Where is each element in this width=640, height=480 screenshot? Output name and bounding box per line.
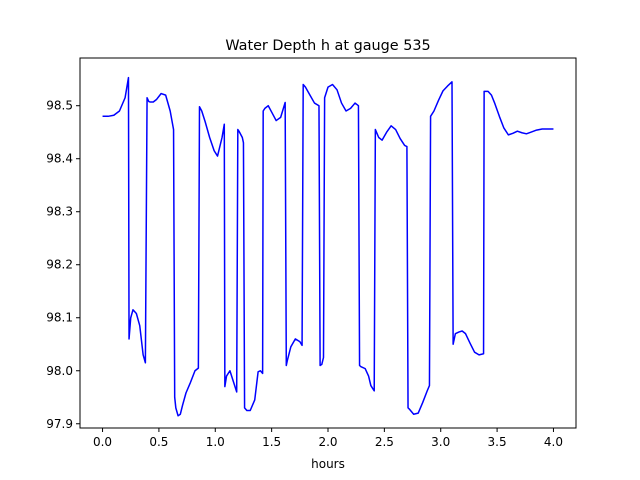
x-tick-label: 3.0 bbox=[431, 435, 450, 449]
x-tick-label: 0.5 bbox=[149, 435, 168, 449]
x-axis-label: hours bbox=[311, 457, 345, 471]
y-tick-label: 97.9 bbox=[46, 417, 73, 431]
y-tick-label: 98.4 bbox=[46, 152, 73, 166]
x-tick-label: 2.5 bbox=[375, 435, 394, 449]
series-layer bbox=[102, 76, 554, 417]
plot-frame bbox=[79, 57, 577, 429]
plot-area bbox=[79, 57, 577, 429]
x-tick-label: 1.0 bbox=[206, 435, 225, 449]
x-tick-label: 0.0 bbox=[93, 435, 112, 449]
y-tick-label: 98.0 bbox=[46, 364, 73, 378]
y-tick-label: 98.2 bbox=[46, 258, 73, 272]
y-tick-label: 98.1 bbox=[46, 311, 73, 325]
x-tick-label: 1.5 bbox=[262, 435, 281, 449]
x-tick-label: 3.5 bbox=[488, 435, 507, 449]
y-tick-label: 98.3 bbox=[46, 205, 73, 219]
chart-title: Water Depth h at gauge 535 bbox=[225, 38, 430, 54]
y-tick-label: 98.5 bbox=[46, 99, 73, 113]
x-tick-label: 4.0 bbox=[544, 435, 563, 449]
series-line bbox=[102, 76, 554, 417]
x-axis: 0.0 0.5 1.0 1.5 2.0 2.5 3.0 3.5 4.0 bbox=[93, 428, 563, 449]
y-axis: 97.9 98.0 98.1 98.2 98.3 98.4 98.5 bbox=[46, 99, 80, 431]
x-tick-label: 2.0 bbox=[318, 435, 337, 449]
